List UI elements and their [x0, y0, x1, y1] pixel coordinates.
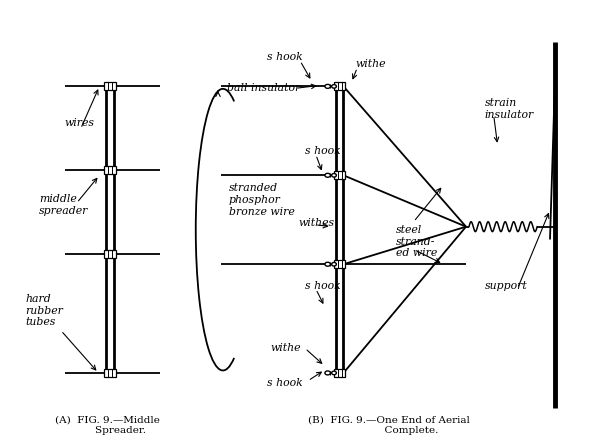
- Bar: [104, 166, 116, 174]
- Ellipse shape: [332, 371, 337, 375]
- Ellipse shape: [325, 84, 331, 88]
- Text: strain
insulator: strain insulator: [485, 98, 534, 120]
- Ellipse shape: [325, 371, 331, 375]
- Bar: [334, 260, 346, 268]
- Text: wires: wires: [65, 118, 95, 128]
- Text: support: support: [485, 281, 527, 291]
- Text: steel
strand-
ed wire: steel strand- ed wire: [396, 225, 437, 258]
- Ellipse shape: [332, 173, 337, 177]
- Text: withe: withe: [270, 343, 301, 353]
- Bar: [104, 250, 116, 258]
- Ellipse shape: [325, 262, 331, 266]
- Text: s hook: s hook: [305, 281, 341, 291]
- Ellipse shape: [332, 262, 337, 266]
- Text: (B)  FIG. 9.—One End of Aerial
              Complete.: (B) FIG. 9.—One End of Aerial Complete.: [308, 415, 470, 435]
- Bar: [104, 369, 116, 377]
- Text: ball insulator: ball insulator: [227, 83, 300, 93]
- Text: hard
rubber
tubes: hard rubber tubes: [25, 294, 63, 327]
- Bar: [334, 172, 346, 179]
- Ellipse shape: [325, 173, 331, 177]
- Text: s hook: s hook: [268, 52, 303, 62]
- Text: stranded
phosphor
bronze wire: stranded phosphor bronze wire: [229, 183, 295, 217]
- Text: withe: withe: [355, 59, 386, 69]
- Bar: [104, 82, 116, 90]
- Text: s hook: s hook: [305, 146, 341, 156]
- Ellipse shape: [332, 85, 337, 88]
- Text: withes: withes: [298, 218, 334, 228]
- Text: middle
spreader: middle spreader: [39, 194, 89, 216]
- Bar: [334, 369, 346, 377]
- Text: (A)  FIG. 9.—Middle
        Spreader.: (A) FIG. 9.—Middle Spreader.: [55, 415, 160, 435]
- Bar: [334, 82, 346, 90]
- Text: s hook: s hook: [268, 378, 303, 388]
